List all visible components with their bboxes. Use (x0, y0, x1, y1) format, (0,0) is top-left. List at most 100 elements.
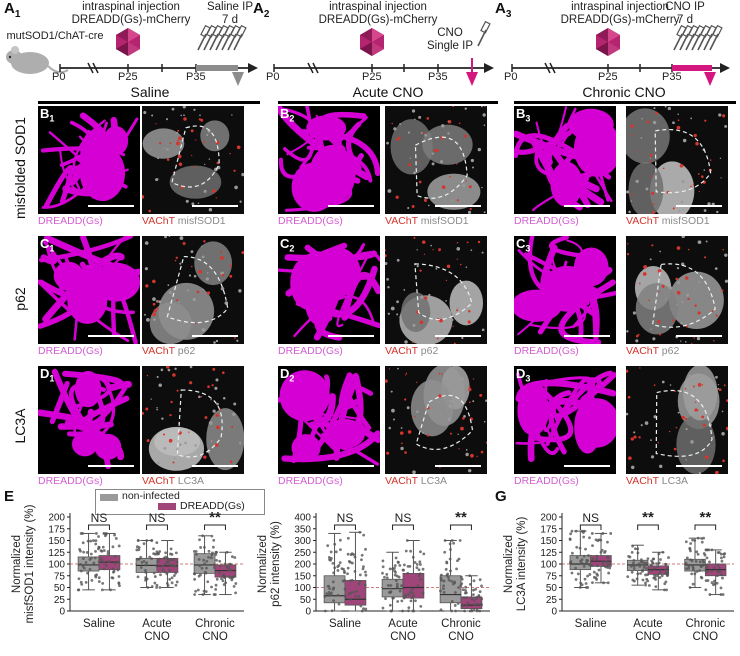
row-label-lc3a: LC3A (12, 408, 28, 444)
data-point (135, 548, 139, 552)
data-point (639, 572, 642, 575)
data-point (453, 580, 456, 584)
data-point (595, 572, 599, 576)
data-point (716, 570, 720, 574)
data-point (100, 588, 104, 592)
data-point (393, 573, 397, 577)
panel-b3-label: B3 (516, 106, 531, 124)
scale-bar (192, 465, 238, 467)
data-point (82, 550, 86, 554)
data-point (166, 584, 170, 587)
data-point (101, 581, 105, 585)
data-point (113, 561, 117, 565)
data-point (166, 561, 170, 565)
data-point (421, 591, 425, 595)
data-point (665, 588, 668, 592)
data-point (401, 568, 405, 572)
x-tick-label: CNO (390, 631, 416, 643)
a2-timeline (273, 20, 494, 86)
data-point (214, 553, 218, 556)
data-point (440, 573, 443, 577)
data-point (597, 568, 601, 572)
data-point (463, 591, 467, 595)
data-point (630, 570, 634, 574)
data-point (222, 573, 225, 577)
data-point (652, 576, 656, 580)
data-point (102, 567, 106, 571)
data-point (466, 601, 470, 605)
data-point (710, 548, 714, 552)
data-point (479, 602, 483, 606)
scale-bar (328, 335, 374, 337)
data-point (607, 571, 611, 575)
y-axis-label: Normalized (257, 535, 269, 593)
data-point (353, 555, 357, 559)
panel-c2-label: C2 (280, 236, 295, 254)
data-point (636, 551, 640, 555)
data-point (104, 564, 108, 567)
data-point (350, 561, 354, 565)
data-point (592, 570, 596, 574)
data-point (350, 578, 354, 582)
data-point (642, 561, 646, 565)
data-point (359, 604, 363, 608)
data-point (644, 581, 647, 585)
data-point (410, 596, 414, 600)
data-point (590, 564, 594, 568)
data-point (442, 590, 446, 594)
data-point (415, 566, 419, 570)
data-point (158, 557, 161, 561)
micrograph-dreadd-lc3a-1 (38, 366, 140, 474)
micrograph-vacht-lc3a-2 (385, 366, 487, 474)
data-point (585, 561, 588, 565)
data-point (203, 562, 207, 566)
a3-ip-label: CNO IP 7 d (665, 1, 705, 26)
data-point (636, 547, 640, 551)
y-tick-label: 300 (294, 536, 311, 547)
data-point (168, 577, 172, 581)
data-point (338, 561, 342, 565)
data-point (667, 556, 670, 559)
y-tick-label: 25 (546, 595, 558, 606)
data-point (210, 556, 213, 560)
data-point (165, 581, 169, 585)
a3-injection-title: intraspinal injection DREADD(Gs)-mCherry (560, 1, 680, 26)
legend-label-dreadd: DREADD(Gs) (180, 500, 245, 512)
data-point (137, 546, 141, 549)
data-point (602, 581, 605, 585)
data-point (632, 558, 636, 562)
data-point (218, 564, 222, 568)
a2-injection-title: intraspinal injection DREADD(Gs)-mCherry (318, 1, 438, 26)
data-point (411, 555, 415, 559)
data-point (702, 536, 706, 540)
data-point (459, 575, 463, 579)
scale-bar (88, 465, 134, 467)
data-point (81, 541, 85, 545)
data-point (480, 584, 483, 588)
data-point (582, 554, 586, 558)
data-point (408, 564, 412, 568)
data-point (608, 566, 612, 570)
data-point (410, 588, 414, 591)
data-point (229, 562, 232, 566)
data-point (381, 571, 384, 575)
panel-c3-label: C3 (516, 236, 531, 254)
data-point (439, 608, 443, 612)
data-point (360, 609, 364, 613)
scale-bar (192, 335, 238, 337)
condition-acute-cno: Acute CNO (352, 84, 424, 100)
scale-bar (435, 205, 481, 207)
data-point (357, 594, 361, 598)
data-point (701, 563, 705, 567)
data-point (393, 569, 397, 573)
data-point (385, 573, 389, 576)
x-tick-label: Acute (142, 618, 171, 630)
data-point (626, 575, 630, 579)
caption-vacht: VAChT p62 (142, 345, 196, 357)
data-point (666, 566, 669, 570)
caption-vacht: VAChT LC3A (385, 475, 448, 487)
data-point (635, 563, 639, 567)
data-point (139, 555, 143, 559)
data-point (685, 556, 689, 560)
data-point (347, 592, 351, 596)
